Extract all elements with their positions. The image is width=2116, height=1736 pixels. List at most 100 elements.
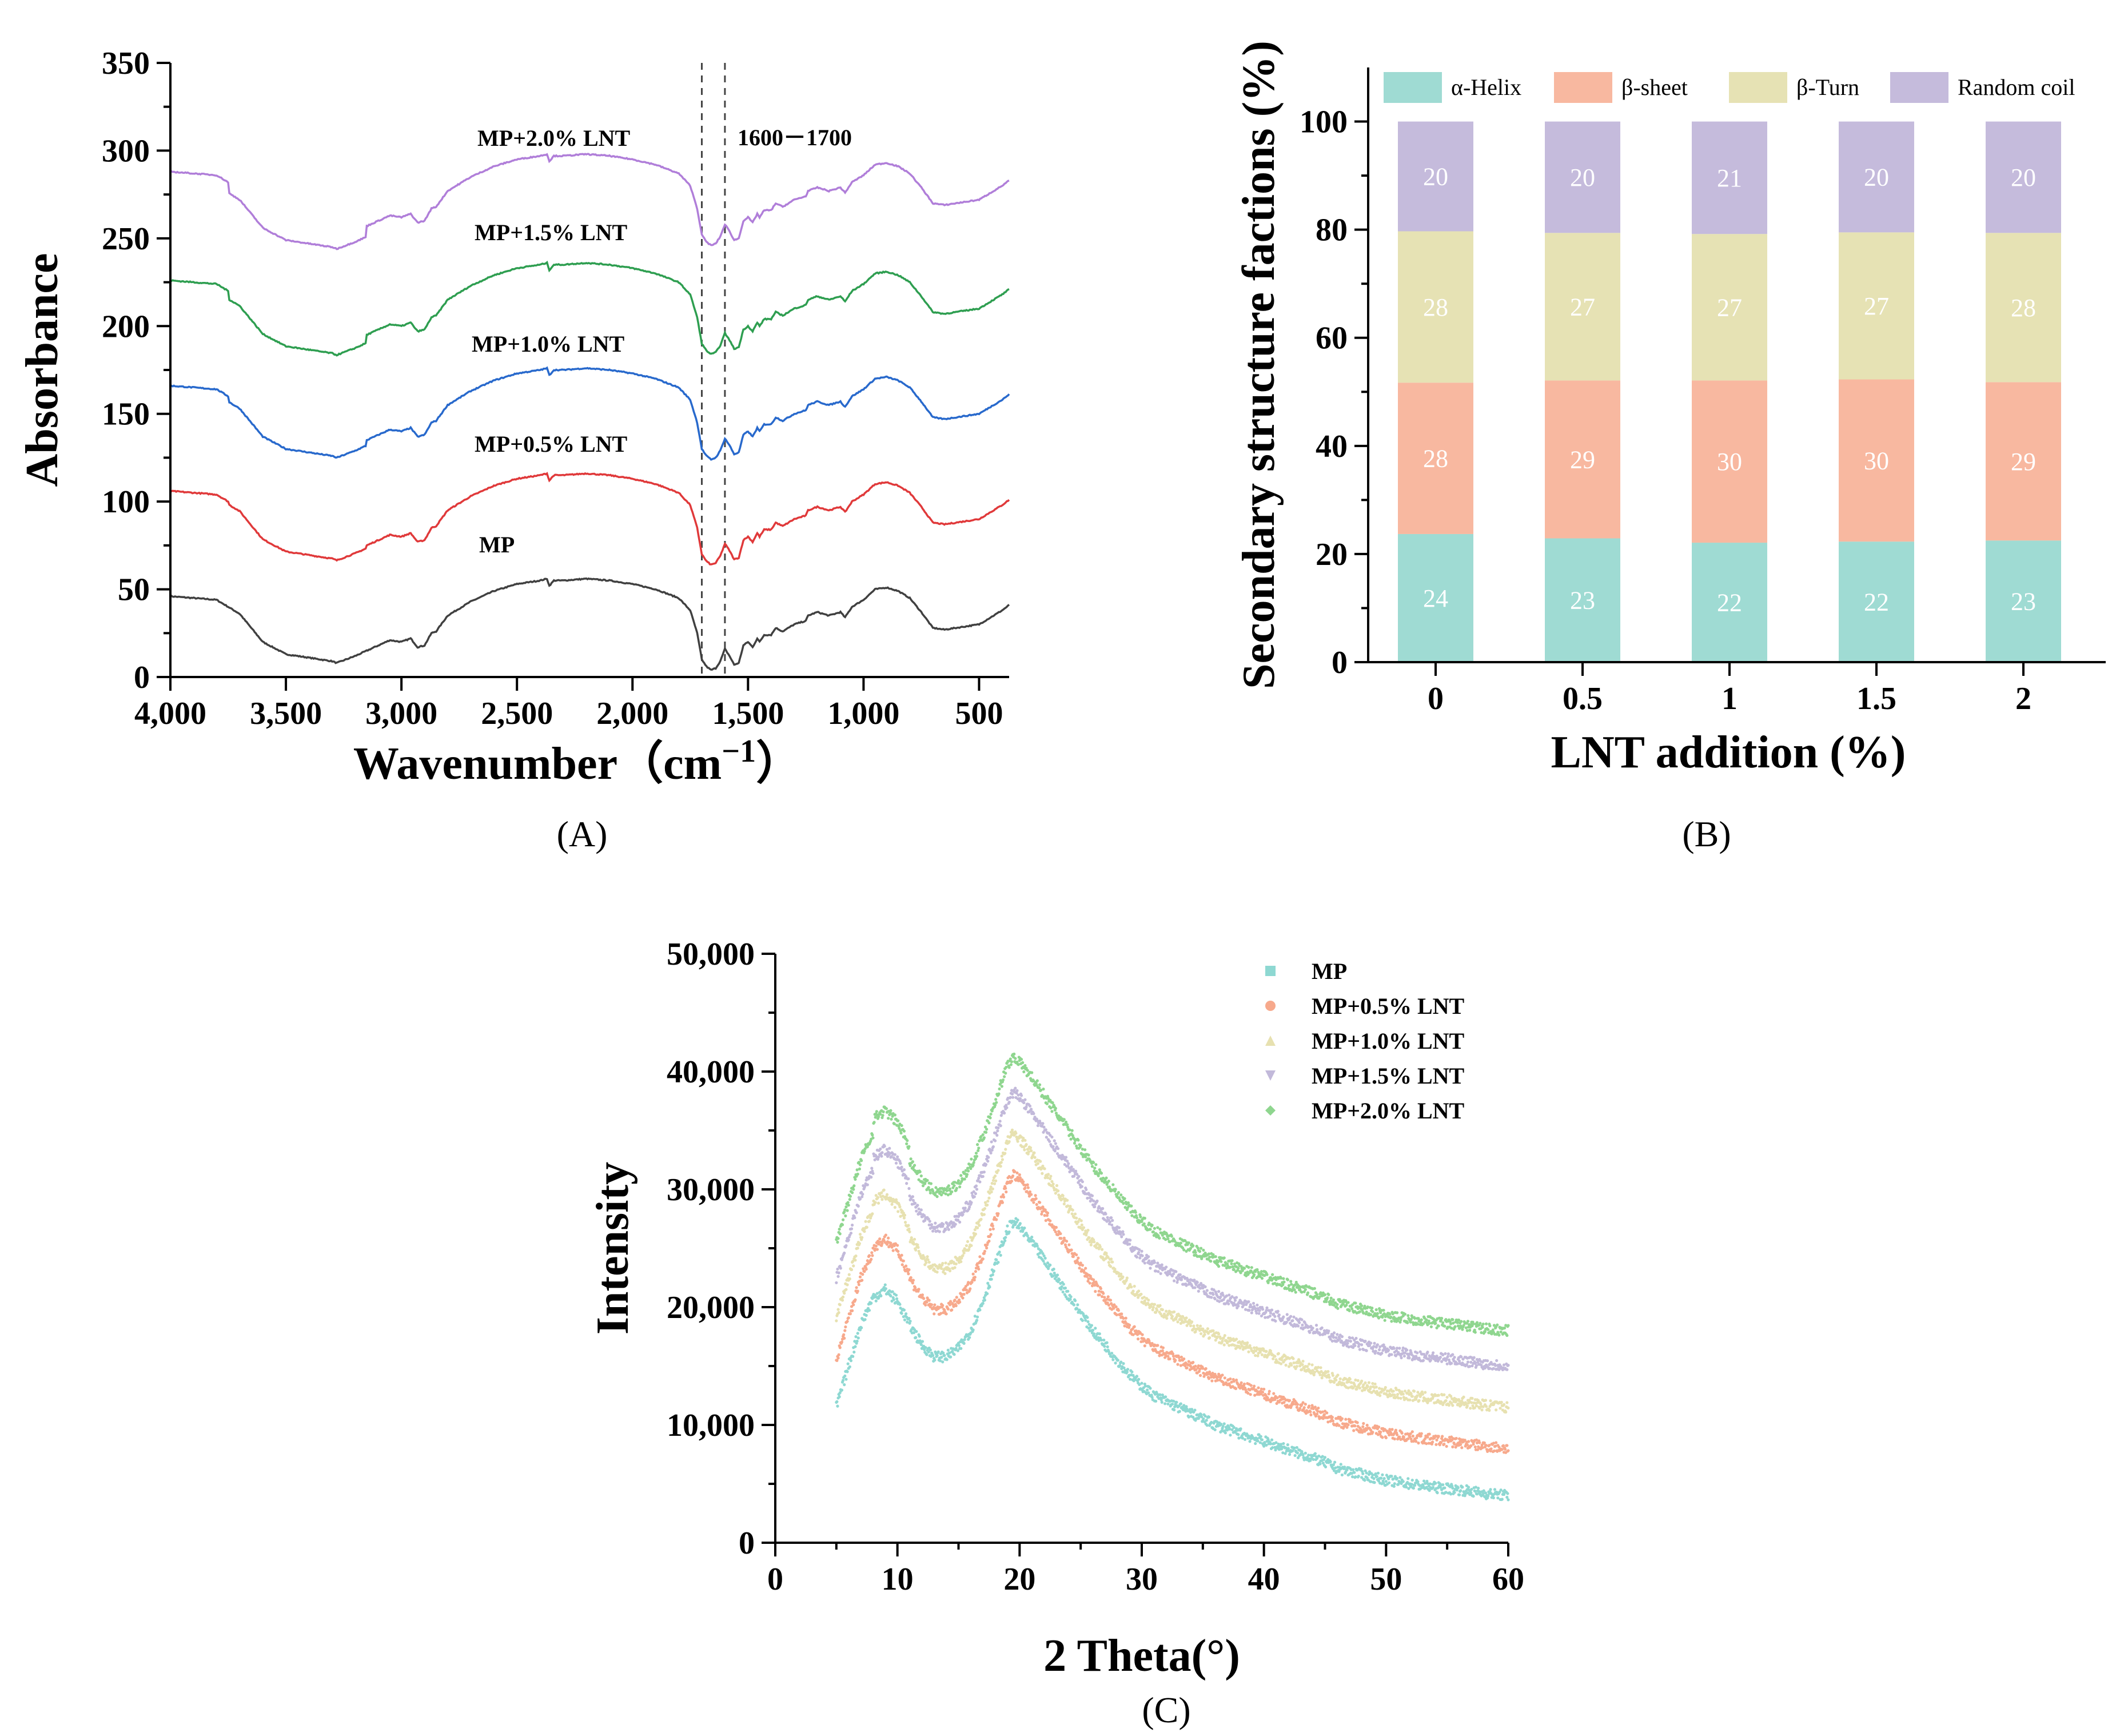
bar-segment-0-1 [1545, 538, 1620, 662]
ftir-series-label-0: MP [479, 532, 515, 558]
ftir-series-line-3 [170, 260, 1010, 357]
panel-c: 0 10 20 30 40 50 60 0 10,000 20,000 30,000 40,000 50… [588, 937, 1524, 1730]
panel-c-legend: MP MP+0.5% LNT MP+1.0% LNT MP+1.5% LNT MP+2.… [1265, 958, 1465, 1124]
panel-b-xtick-label-1: 0.5 [1563, 681, 1603, 716]
panel-a-plot: MP MP+0.5% LNT MP+1.0% LNT MP+1.5% LNT MP+2.… [169, 63, 1010, 677]
panel-a-xtick-label-7: 500 [955, 696, 1003, 731]
bar-value-label-2-0: 28 [1423, 293, 1448, 321]
legend-marker-1 [1265, 1001, 1276, 1011]
panel-c-xlabel: 2 Theta(°) [1043, 1631, 1240, 1681]
panel-c-xtick-label-3: 30 [1126, 1562, 1158, 1597]
legend-swatch-0 [1384, 72, 1442, 103]
panel-a-ytick-label-4: 200 [102, 309, 150, 344]
panel-b-ytick-label-1: 20 [1316, 537, 1348, 572]
panel-b-ytick-label-5: 100 [1300, 105, 1348, 140]
bar-segment-1-3 [1839, 379, 1914, 542]
ftir-series-label-4: MP+2.0% LNT [477, 125, 631, 151]
panel-c-ytick-label-1: 10,000 [667, 1408, 755, 1443]
bar-segment-2-3 [1839, 232, 1914, 380]
bar-value-label-2-4: 28 [2011, 294, 2036, 322]
ftir-series-line-4 [170, 153, 1010, 250]
xrd-series-points-4 [835, 1052, 1510, 1337]
legend-swatch-3 [1890, 72, 1948, 103]
bar-value-label-0-2: 22 [1717, 589, 1742, 617]
bar-value-label-2-2: 27 [1717, 293, 1742, 321]
panel-b-ytick-label-3: 60 [1316, 321, 1348, 356]
panel-c-ytick-label-5: 50,000 [667, 937, 755, 972]
panel-b-xtick-label-0: 0 [1428, 681, 1444, 716]
panel-c-xtick-label-5: 50 [1370, 1562, 1402, 1597]
bar-segment-2-4 [1986, 233, 2061, 383]
legend-label-0: α-Helix [1451, 74, 1521, 100]
bar-value-label-0-3: 22 [1864, 588, 1889, 616]
panel-a-xlabel-main: Wavenumber（cm [353, 739, 722, 789]
ftir-series-label-3: MP+1.5% LNT [475, 220, 628, 245]
xrd-series-points-3 [835, 1086, 1510, 1372]
panel-c-ytick-label-0: 0 [739, 1526, 755, 1561]
legend-label-3: Random coil [1958, 74, 2075, 100]
legend-marker-3 [1265, 1070, 1276, 1081]
panel-c-label: (C) [1142, 1690, 1190, 1730]
bar-value-label-3-2: 21 [1717, 164, 1742, 192]
panel-a-xlabel: Wavenumber（cm−1） [353, 734, 802, 789]
panel-a-ytick-label-2: 100 [102, 484, 150, 520]
bar-value-label-2-3: 27 [1864, 292, 1889, 320]
peak-range-annotation: 1600－1700 [738, 125, 852, 150]
bar-value-label-2-1: 27 [1570, 293, 1595, 321]
bar-value-label-3-0: 20 [1423, 163, 1448, 191]
bar-value-label-1-2: 30 [1717, 448, 1742, 476]
panel-b-ytick-label-4: 80 [1316, 213, 1348, 248]
panel-a-xtick-label-1: 3,500 [250, 696, 322, 731]
panel-a-ticks: 4,000 3,500 3,000 2,500 2,000 1,500 1,000 500 0 5… [102, 46, 1003, 731]
panel-b-xtick-label-2: 1 [1722, 681, 1738, 716]
bar-value-label-3-1: 20 [1570, 164, 1595, 192]
bar-segment-2-0 [1398, 231, 1473, 383]
bar-value-label-1-0: 28 [1423, 445, 1448, 473]
bar-segment-1-4 [1986, 382, 2061, 541]
bar-value-label-3-3: 20 [1864, 163, 1889, 191]
panel-b: 2428282023292720223027212230272023292820… [1234, 41, 2106, 854]
panel-c-xtick-label-6: 60 [1492, 1562, 1524, 1597]
panel-b-xtick-label-3: 1.5 [1856, 681, 1896, 716]
panel-c-xtick-label-1: 10 [882, 1562, 914, 1597]
bar-segment-0-2 [1692, 543, 1767, 662]
panel-c-xtick-label-4: 40 [1248, 1562, 1280, 1597]
bar-segment-3-1 [1545, 121, 1620, 233]
ftir-series-label-1: MP+0.5% LNT [475, 431, 628, 457]
bar-value-label-0-4: 23 [2011, 588, 2036, 616]
bar-segment-3-2 [1692, 121, 1767, 234]
bar-segment-0-4 [1986, 540, 2061, 662]
panel-a-ytick-label-6: 300 [102, 133, 150, 169]
bar-segment-0-3 [1839, 541, 1914, 662]
bar-segment-3-0 [1398, 121, 1473, 232]
bar-value-label-3-4: 20 [2011, 164, 2036, 192]
panel-a-ytick-label-7: 350 [102, 46, 150, 81]
bar-value-label-1-1: 29 [1570, 445, 1595, 473]
legend-label-2: β-Turn [1796, 74, 1859, 100]
panel-a-ytick-label-0: 0 [134, 660, 150, 695]
bar-segment-0-0 [1398, 533, 1473, 662]
bar-value-label-1-3: 30 [1864, 447, 1889, 475]
legend-series-label-1: MP+0.5% LNT [1312, 993, 1465, 1019]
panel-a-xtick-label-6: 1,000 [827, 696, 899, 731]
ftir-series-line-0 [169, 577, 1010, 671]
panel-c-ytick-label-2: 20,000 [667, 1290, 755, 1325]
panel-a-xtick-label-2: 3,000 [365, 696, 437, 731]
panel-a-ytick-label-5: 250 [102, 221, 150, 257]
ftir-series-line-1 [170, 472, 1010, 566]
panel-a-xtick-label-4: 2,000 [596, 696, 668, 731]
panel-a: MP MP+0.5% LNT MP+1.0% LNT MP+1.5% LNT MP+2.… [17, 46, 1010, 854]
bar-value-label-1-4: 29 [2011, 448, 2036, 476]
panel-c-xtick-label-0: 0 [767, 1562, 783, 1597]
bar-segment-2-1 [1545, 233, 1620, 381]
legend-marker-2 [1265, 1036, 1276, 1046]
legend-marker-4 [1265, 1105, 1276, 1116]
panel-b-xlabel: LNT addition (%) [1551, 727, 1906, 778]
bar-value-label-0-0: 24 [1423, 584, 1448, 612]
panel-b-label: (B) [1682, 814, 1731, 854]
bar-segment-2-2 [1692, 234, 1767, 381]
panel-b-ytick-label-0: 0 [1332, 645, 1348, 680]
legend-marker-0 [1265, 966, 1276, 976]
ftir-series-line-2 [170, 366, 1010, 461]
